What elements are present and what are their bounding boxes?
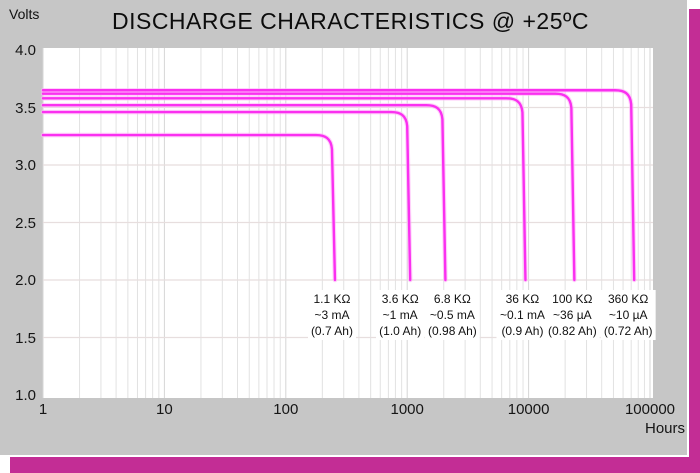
- chart-panel: Volts DISCHARGE CHARACTERISTICS @ +25ºC …: [0, 0, 689, 457]
- y-tick-label: 1.0: [15, 387, 36, 404]
- load-annotation-line: (1.0 Ah): [379, 324, 422, 338]
- discharge-chart: [40, 48, 653, 398]
- discharge-curve: [41, 104, 447, 282]
- discharge-curve: [41, 110, 412, 282]
- x-tick-label: 1000: [390, 401, 424, 418]
- load-annotation-line: ~3 mA: [314, 308, 350, 322]
- x-tick-label: 1: [38, 401, 48, 418]
- load-annotation-line: 100 KΩ: [552, 292, 593, 306]
- x-tick-label: 100000: [624, 401, 676, 418]
- discharge-curve: [41, 92, 576, 282]
- load-annotation-line: (0.72 Ah): [603, 324, 653, 338]
- y-tick-label: 2.5: [15, 214, 36, 232]
- load-annotation-line: 360 KΩ: [608, 292, 649, 306]
- chart-title: DISCHARGE CHARACTERISTICS @ +25ºC: [111, 8, 590, 34]
- load-annotation-line: ~10 µA: [608, 308, 648, 322]
- load-annotation-line: ~36 µA: [553, 308, 592, 322]
- y-tick-label: 1.5: [15, 329, 36, 347]
- load-annotation-line: 1.1 KΩ: [313, 292, 351, 306]
- load-annotation: 1.1 KΩ ~3 mA (0.7 Ah): [307, 290, 356, 340]
- load-annotation: 3.6 KΩ ~1 mA (1.0 Ah): [376, 290, 425, 340]
- load-annotation-line: ~0.1 mA: [499, 308, 545, 322]
- load-annotation-line: 3.6 KΩ: [381, 292, 419, 306]
- load-annotation-line: (0.9 Ah): [501, 324, 544, 338]
- x-tick-label: 100: [273, 401, 299, 418]
- load-annotation-line: ~1 mA: [382, 308, 418, 322]
- y-tick-label: 4.0: [15, 42, 36, 59]
- load-annotation: 6.8 KΩ ~0.5 mA (0.98 Ah): [425, 290, 480, 340]
- load-annotation-line: (0.7 Ah): [310, 324, 353, 338]
- load-annotation-line: 36 KΩ: [505, 292, 540, 306]
- load-annotation-line: ~0.5 mA: [429, 308, 475, 322]
- x-tick-label: 10000: [507, 401, 550, 418]
- y-tick-label: 2.0: [15, 272, 36, 289]
- load-annotation: 36 KΩ ~0.1 mA (0.9 Ah): [496, 290, 548, 340]
- load-annotation-line: (0.82 Ah): [547, 324, 597, 338]
- load-annotation: 360 KΩ ~10 µA (0.72 Ah): [600, 290, 656, 340]
- load-annotation-line: (0.98 Ah): [428, 324, 477, 338]
- x-axis-title: Hours: [644, 420, 685, 437]
- discharge-curve: [41, 97, 527, 282]
- load-annotation-line: 6.8 KΩ: [433, 292, 471, 306]
- discharge-curve: [41, 89, 636, 282]
- discharge-curve: [41, 133, 337, 282]
- y-tick-label: 3.5: [15, 99, 36, 117]
- y-tick-label: 3.0: [15, 157, 36, 174]
- load-annotation: 100 KΩ ~36 µA (0.82 Ah): [544, 290, 600, 340]
- y-axis-title: Volts: [9, 6, 40, 22]
- x-tick-label: 10: [156, 401, 173, 418]
